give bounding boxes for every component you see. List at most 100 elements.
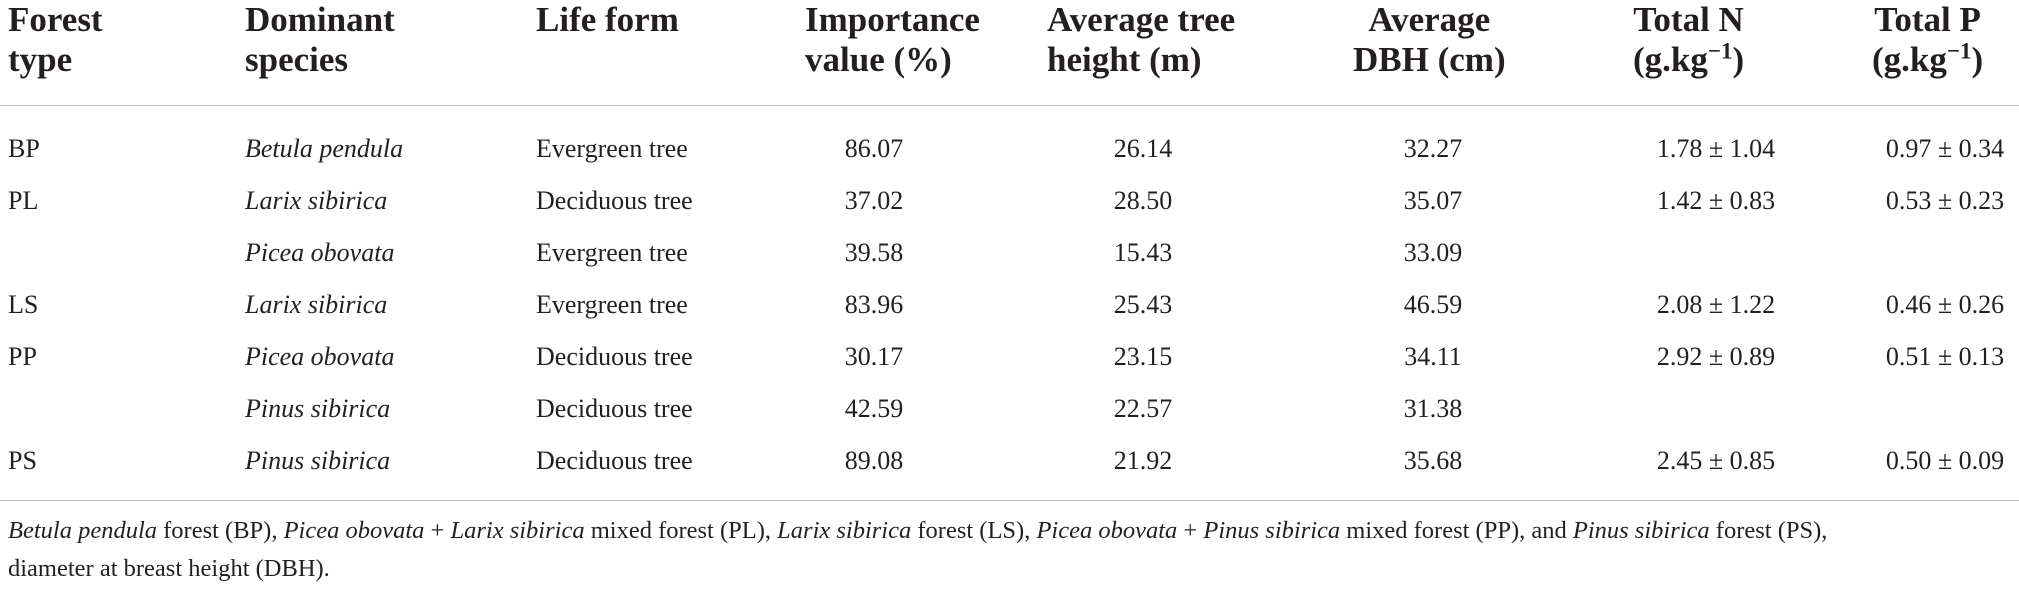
cell-life-form: Evergreen tree bbox=[536, 134, 688, 163]
header-importance-value-line2: value (%) bbox=[805, 40, 952, 79]
header-life-form: Life form bbox=[536, 0, 679, 40]
cell-dbh: 34.11 bbox=[1404, 342, 1462, 371]
header-average-height-line2: height (m) bbox=[1047, 40, 1202, 79]
header-total-p-line2: (g.kg−1) bbox=[1872, 38, 1984, 80]
cell-dbh: 32.27 bbox=[1403, 134, 1463, 163]
cell-total-p: 0.50 ± 0.09 bbox=[1885, 446, 2005, 475]
header-average-dbh: Average DBH (cm) bbox=[1353, 0, 1506, 80]
cell-forest-type: PL bbox=[8, 186, 39, 215]
header-forest-type-line2: type bbox=[8, 40, 73, 79]
header-dominant-species-line1: Dominant bbox=[245, 0, 395, 39]
cell-life-form: Evergreen tree bbox=[536, 238, 688, 267]
header-average-tree-height: Average tree height (m) bbox=[1047, 0, 1235, 80]
footnote-text: forest (BP), bbox=[157, 517, 284, 544]
cell-importance: 86.07 bbox=[844, 134, 904, 163]
header-total-p-close: ) bbox=[1971, 40, 1984, 79]
header-life-form-line1: Life form bbox=[536, 0, 679, 39]
cell-species: Betula pendula bbox=[245, 134, 404, 163]
cell-forest-type: BP bbox=[8, 134, 40, 163]
table-row: PL Larix sibirica Deciduous tree 37.02 2… bbox=[0, 175, 2019, 227]
header-average-dbh-line2: DBH (cm) bbox=[1353, 40, 1506, 79]
cell-dbh: 35.07 bbox=[1403, 186, 1463, 215]
cell-dbh: 31.38 bbox=[1403, 394, 1463, 423]
footnote-species: Larix sibirica bbox=[777, 517, 912, 544]
header-total-n-close: ) bbox=[1732, 40, 1745, 79]
cell-importance: 37.02 bbox=[844, 186, 904, 215]
cell-importance: 30.17 bbox=[844, 342, 904, 371]
cell-forest-type: PS bbox=[8, 446, 37, 475]
cell-forest-type: PP bbox=[8, 342, 37, 371]
cell-dbh: 46.59 bbox=[1403, 290, 1463, 319]
cell-importance: 83.96 bbox=[844, 290, 904, 319]
footnote-text: forest (PS), bbox=[1709, 517, 1828, 544]
cell-life-form: Evergreen tree bbox=[536, 290, 688, 319]
header-dominant-species-line2: species bbox=[245, 40, 349, 79]
cell-species: Larix sibirica bbox=[245, 186, 388, 215]
footnote-species: Larix sibirica bbox=[450, 517, 585, 544]
cell-life-form: Deciduous tree bbox=[536, 394, 693, 423]
footnote-text: mixed forest (PL), bbox=[584, 517, 778, 544]
footnote-text: + bbox=[1177, 517, 1204, 544]
cell-height: 22.57 bbox=[1113, 394, 1173, 423]
cell-species: Larix sibirica bbox=[245, 290, 388, 319]
cell-importance: 89.08 bbox=[844, 446, 904, 475]
cell-height: 28.50 bbox=[1113, 186, 1173, 215]
cell-total-n: 1.42 ± 0.83 bbox=[1656, 186, 1776, 215]
cell-species: Picea obovata bbox=[245, 342, 395, 371]
cell-life-form: Deciduous tree bbox=[536, 186, 693, 215]
header-total-p: Total P (g.kg−1) bbox=[1872, 0, 1983, 80]
table-row: PS Pinus sibirica Deciduous tree 89.08 2… bbox=[0, 435, 2019, 487]
header-forest-type-line1: Forest bbox=[8, 0, 103, 39]
header-rule bbox=[0, 105, 2019, 106]
cell-total-p: 0.97 ± 0.34 bbox=[1885, 134, 2005, 163]
table-row: Pinus sibirica Deciduous tree 42.59 22.5… bbox=[0, 383, 2019, 435]
cell-total-p: 0.53 ± 0.23 bbox=[1885, 186, 2005, 215]
cell-dbh: 35.68 bbox=[1403, 446, 1463, 475]
footnote-species: Picea obovata bbox=[283, 517, 425, 544]
header-dominant-species: Dominant species bbox=[245, 0, 395, 80]
header-total-n-exponent: −1 bbox=[1707, 38, 1733, 64]
header-total-p-line1: Total P bbox=[1874, 0, 1981, 39]
cell-total-p: 0.51 ± 0.13 bbox=[1885, 342, 2005, 371]
header-forest-type: Forest type bbox=[8, 0, 103, 80]
cell-total-n: 2.45 ± 0.85 bbox=[1656, 446, 1776, 475]
cell-total-n: 2.92 ± 0.89 bbox=[1656, 342, 1776, 371]
cell-total-p: 0.46 ± 0.26 bbox=[1885, 290, 2005, 319]
cell-total-n: 1.78 ± 1.04 bbox=[1656, 134, 1776, 163]
footnote-text: forest (LS), bbox=[911, 517, 1037, 544]
footnote-text: mixed forest (PP), and bbox=[1340, 517, 1573, 544]
cell-height: 26.14 bbox=[1113, 134, 1173, 163]
cell-life-form: Deciduous tree bbox=[536, 342, 693, 371]
header-total-n-unit: (g.kg bbox=[1633, 40, 1708, 79]
footer-rule bbox=[0, 500, 2019, 501]
cell-importance: 39.58 bbox=[844, 238, 904, 267]
table-footnote: Betula pendula forest (BP), Picea obovat… bbox=[8, 512, 2008, 588]
cell-life-form: Deciduous tree bbox=[536, 446, 693, 475]
cell-height: 23.15 bbox=[1113, 342, 1173, 371]
header-average-dbh-line1: Average bbox=[1368, 0, 1491, 39]
cell-height: 25.43 bbox=[1113, 290, 1173, 319]
header-total-p-unit: (g.kg bbox=[1872, 40, 1947, 79]
cell-species: Picea obovata bbox=[245, 238, 395, 267]
header-total-n-line1: Total N bbox=[1633, 0, 1744, 39]
footnote-species: Pinus sibirica bbox=[1572, 517, 1710, 544]
header-total-n-line2: (g.kg−1) bbox=[1633, 38, 1745, 80]
table-row: Picea obovata Evergreen tree 39.58 15.43… bbox=[0, 227, 2019, 279]
footnote-species: Picea obovata bbox=[1036, 517, 1178, 544]
footnote-text: diameter at breast height (DBH). bbox=[8, 555, 330, 582]
header-importance-value: Importance value (%) bbox=[805, 0, 980, 80]
header-total-n: Total N (g.kg−1) bbox=[1633, 0, 1744, 80]
cell-total-n: 2.08 ± 1.22 bbox=[1656, 290, 1776, 319]
footnote-species: Betula pendula bbox=[8, 517, 158, 544]
cell-species: Pinus sibirica bbox=[245, 394, 391, 423]
footnote-species: Pinus sibirica bbox=[1203, 517, 1341, 544]
cell-species: Pinus sibirica bbox=[245, 446, 391, 475]
table-row: BP Betula pendula Evergreen tree 86.07 2… bbox=[0, 123, 2019, 175]
cell-height: 15.43 bbox=[1113, 238, 1173, 267]
table-row: PP Picea obovata Deciduous tree 30.17 23… bbox=[0, 331, 2019, 383]
cell-height: 21.92 bbox=[1113, 446, 1173, 475]
cell-importance: 42.59 bbox=[844, 394, 904, 423]
header-total-p-exponent: −1 bbox=[1946, 38, 1972, 64]
cell-dbh: 33.09 bbox=[1403, 238, 1463, 267]
